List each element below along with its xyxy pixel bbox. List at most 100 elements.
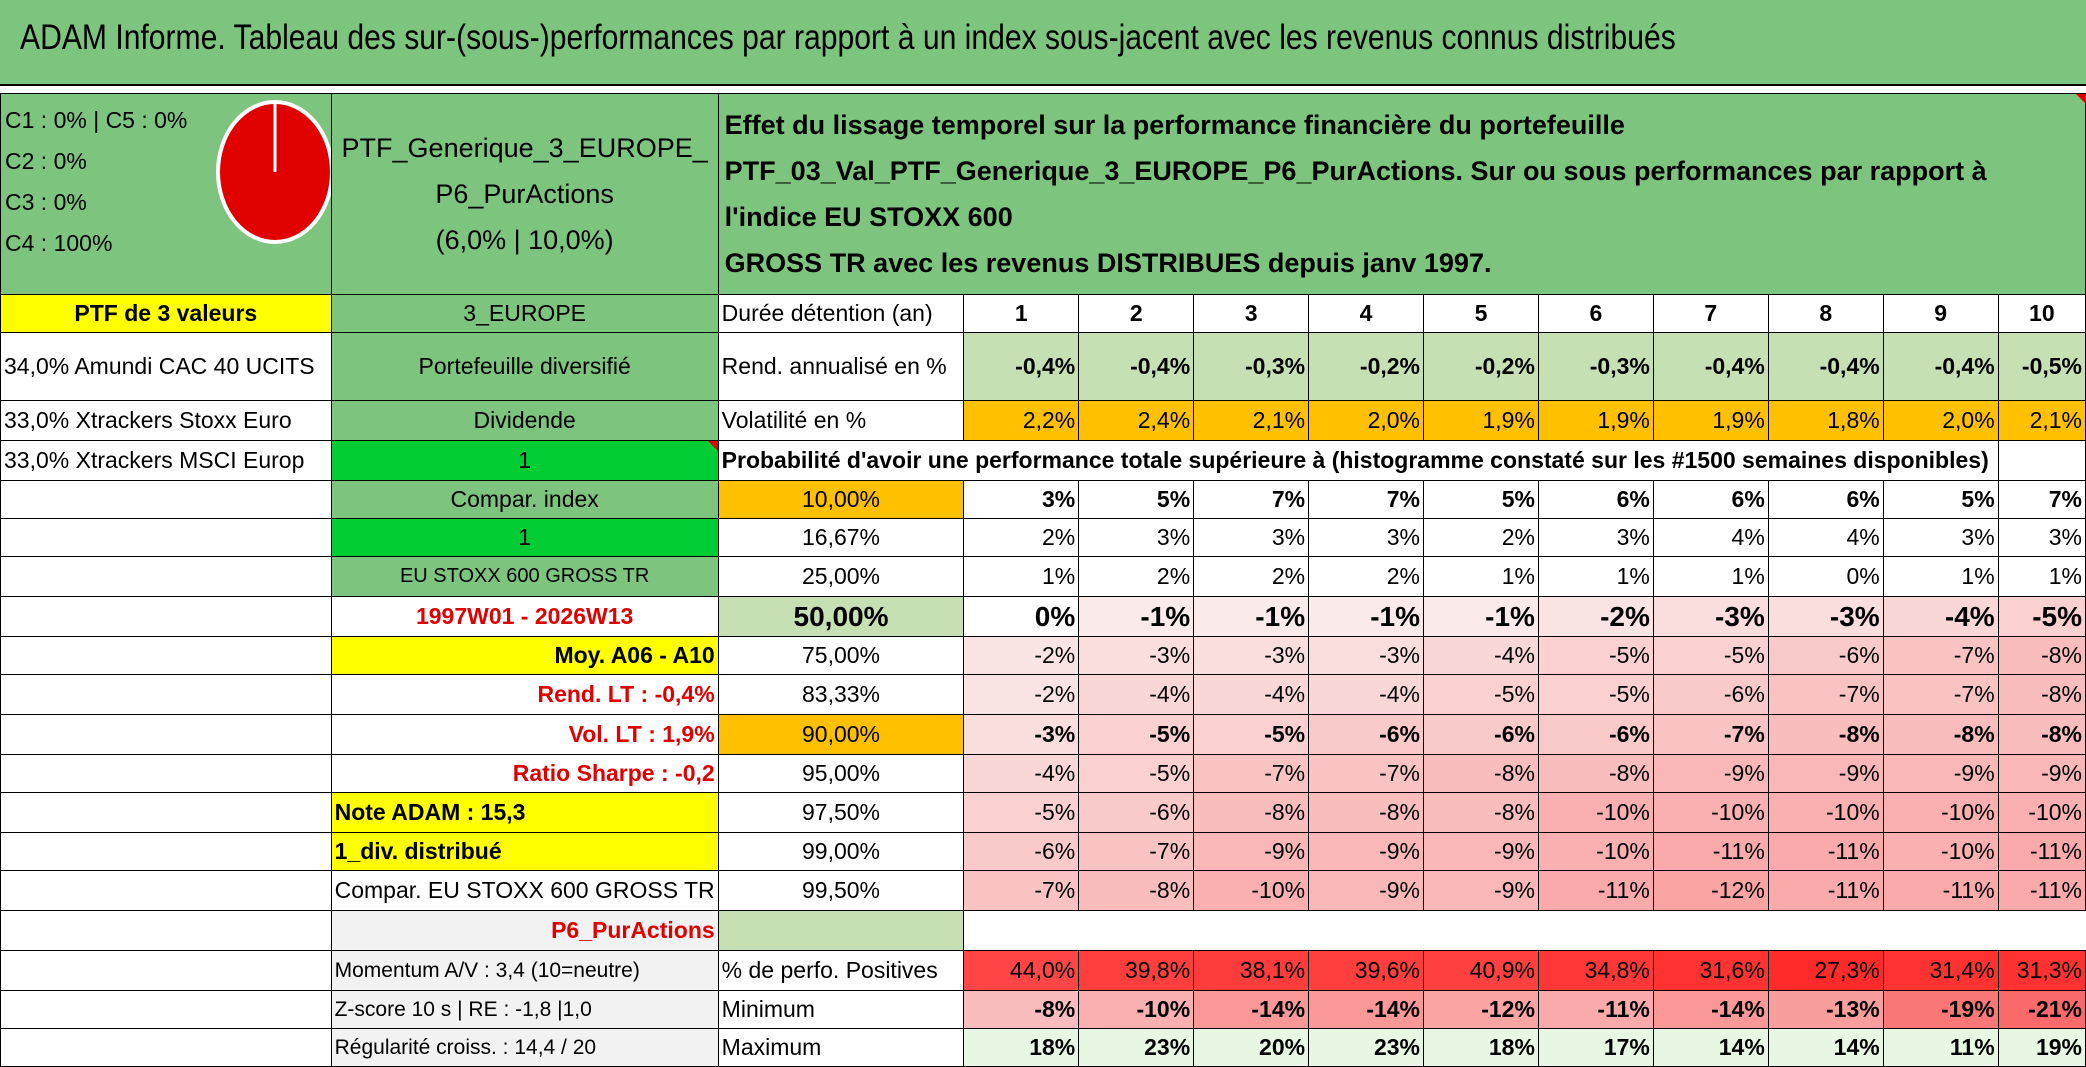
rend-value: -0,2% (1308, 332, 1425, 401)
quantile-value: -9% (1308, 870, 1425, 911)
quantile-value: 3% (1882, 518, 1999, 557)
legend-line: C3 : 0% (5, 189, 87, 215)
rend-value: -0,4% (963, 332, 1080, 401)
min-value: -14% (1308, 990, 1425, 1029)
quantile-value: 1% (1423, 556, 1539, 597)
quantile-value: 1% (1537, 556, 1654, 597)
quantile-value: -11% (1997, 870, 2086, 911)
max-value: 23% (1078, 1028, 1195, 1067)
quantile-label: 16,67% (717, 518, 965, 557)
table-row: 1_div. distribué 99,00% -6% -7% -9% -9% -9% -10… (0, 832, 2086, 871)
vol-value: 2,4% (1078, 400, 1195, 441)
quantile-value: -11% (1997, 832, 2086, 871)
performance-table: C1 : 0% | C5 : 0% C2 : 0% C3 : 0% C4 : 100%… (0, 93, 2086, 1067)
quantile-value: 0% (1767, 556, 1884, 597)
empty-left (0, 832, 332, 871)
quantile-value: -11% (1652, 832, 1769, 871)
quantile-value: -5% (1537, 674, 1654, 715)
quantile-value: -10% (1652, 792, 1769, 833)
quantile-value: -11% (1767, 832, 1884, 871)
quantile-value: -4% (1078, 674, 1195, 715)
description-line: Effet du lissage temporel sur la perform… (724, 110, 1625, 140)
quantile-value: 2% (1078, 556, 1195, 597)
quantile-value: -8% (1423, 792, 1539, 833)
quantile-value: 3% (1997, 518, 2086, 557)
min-value: -19% (1882, 990, 1999, 1029)
table-row: 33,0% Xtrackers Stoxx Euro Dividende Volat… (0, 400, 2086, 441)
quantile-value: -6% (1537, 714, 1654, 755)
empty-left (0, 596, 332, 637)
quantile-value: -8% (1767, 714, 1884, 755)
dividend-label: Dividende (330, 400, 719, 441)
quantile-value: -10% (1537, 832, 1654, 871)
quantile-value: -3% (1193, 636, 1310, 675)
regularity: Régularité croiss. : 14,4 / 20 (330, 1028, 719, 1067)
quantile-value: 5% (1078, 480, 1195, 519)
year-header: 1 (963, 294, 1080, 333)
quantile-value: -10% (1997, 792, 2086, 833)
empty-left (0, 636, 332, 675)
quantile-value: -3% (1078, 636, 1195, 675)
table-row: C1 : 0% | C5 : 0% C2 : 0% C3 : 0% C4 : 100%… (0, 93, 2086, 295)
pos-value: 31,6% (1652, 950, 1769, 991)
quantile-value: -9% (1652, 754, 1769, 793)
empty (1997, 440, 2086, 481)
vol-value: 2,0% (1882, 400, 1999, 441)
portfolio-name-line: (6,0% | 10,0%) (435, 225, 614, 255)
quantile-value: -1% (1078, 596, 1195, 637)
max-label: Maximum (717, 1028, 965, 1067)
legend-line: C2 : 0% (5, 148, 87, 174)
quantile-value: -9% (1997, 754, 2086, 793)
period-range: 1997W01 - 2026W13 (330, 596, 719, 637)
quantile-value: -11% (1767, 870, 1884, 911)
quantile-value: -1% (1423, 596, 1539, 637)
quantile-value: -2% (1537, 596, 1654, 637)
year-header: 2 (1078, 294, 1195, 333)
quantile-value: -6% (1308, 714, 1425, 755)
quantile-value: 0% (963, 596, 1080, 637)
empty-left (0, 792, 332, 833)
year-header: 9 (1882, 294, 1999, 333)
empty-left (0, 754, 332, 793)
quantile-value: -11% (1882, 870, 1999, 911)
quantile-value: 5% (1423, 480, 1539, 519)
quantile-value: -3% (1308, 636, 1425, 675)
pos-value: 39,8% (1078, 950, 1195, 991)
empty-left (0, 870, 332, 911)
empty (963, 910, 2086, 951)
dividend-distributed: 1_div. distribué (330, 832, 719, 871)
year-header: 3 (1193, 294, 1310, 333)
portfolio-name: PTF_Generique_3_EUROPE_ P6_PurActions (6,0… (330, 93, 719, 295)
quantile-value: 2% (1308, 556, 1425, 597)
quantile-value: -11% (1537, 870, 1654, 911)
vol-value: 1,9% (1423, 400, 1539, 441)
quantile-value: -10% (1767, 792, 1884, 833)
quantile-value: 3% (963, 480, 1080, 519)
legend-line: C1 : 0% | C5 : 0% (5, 107, 188, 133)
rend-value: -0,3% (1193, 332, 1310, 401)
min-label: Minimum (717, 990, 965, 1029)
quantile-label: 10,00% (717, 480, 965, 519)
quantile-value: 7% (1193, 480, 1310, 519)
quantile-label: 90,00% (717, 714, 965, 755)
pos-value: 39,6% (1308, 950, 1425, 991)
quantile-value: 2% (963, 518, 1080, 557)
quantile-value: -3% (1767, 596, 1884, 637)
quantile-value: 6% (1652, 480, 1769, 519)
min-value: -14% (1652, 990, 1769, 1029)
momentum: Momentum A/V : 3,4 (10=neutre) (330, 950, 719, 991)
empty-left (0, 910, 332, 951)
vol-value: 1,9% (1652, 400, 1769, 441)
quantile-value: -9% (1882, 754, 1999, 793)
pos-value: 38,1% (1193, 950, 1310, 991)
empty-left (0, 556, 332, 597)
table-row: Note ADAM : 15,3 97,50% -5% -6% -8% -8% -8% -10… (0, 792, 2086, 833)
quantile-value: -3% (1652, 596, 1769, 637)
quantile-value: 3% (1193, 518, 1310, 557)
holding-2: 33,0% Xtrackers Stoxx Euro (0, 400, 332, 441)
pos-value: 27,3% (1767, 950, 1884, 991)
table-row: Ratio Sharpe : -0,2 95,00% -4% -5% -7% -7% -8%… (0, 754, 2086, 793)
min-value: -11% (1537, 990, 1654, 1029)
quantile-value: -5% (963, 792, 1080, 833)
probability-title: Probabilité d'avoir une performance tota… (717, 440, 1999, 481)
